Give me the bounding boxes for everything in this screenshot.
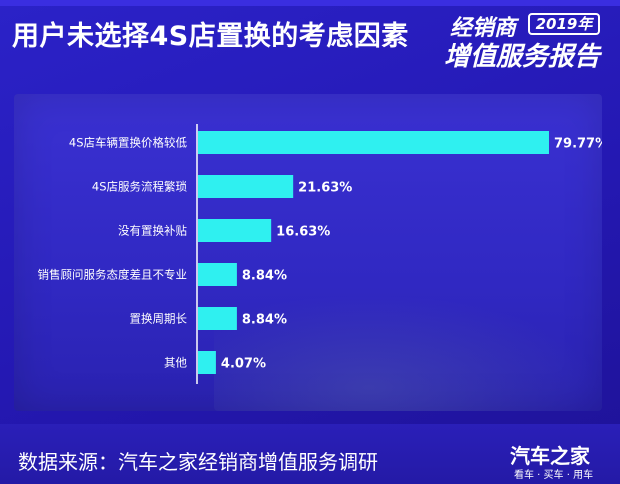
bar xyxy=(198,263,237,286)
bar xyxy=(198,219,272,242)
brand-tagline: 看车 · 买车 · 用车 xyxy=(514,470,594,481)
category-label: 其他 xyxy=(164,356,187,370)
value-label: 4.07% xyxy=(221,357,266,372)
logo-line-2: 增值服务报告 xyxy=(444,42,601,72)
value-label: 21.63% xyxy=(298,181,352,196)
bar xyxy=(198,131,549,154)
category-label: 4S店车辆置换价格较低 xyxy=(69,136,188,150)
value-label: 8.84% xyxy=(242,269,287,284)
bar xyxy=(198,351,216,374)
logo-year-badge: 2019年 xyxy=(528,13,600,35)
category-label: 4S店服务流程繁琐 xyxy=(92,180,188,194)
bar xyxy=(198,307,237,330)
footer-bar xyxy=(0,424,620,484)
bar-chart: 4S店车辆置换价格较低 79.77% 4S店服务流程繁琐 21.63% 没有置换补贴 16… xyxy=(38,124,602,384)
value-label: 16.63% xyxy=(276,225,330,240)
logo-line-1: 经销商 xyxy=(450,16,517,41)
background-car-image xyxy=(214,294,602,411)
report-logo: 经销商 2019年 增值服务报告 xyxy=(444,10,610,72)
category-label: 没有置换补贴 xyxy=(118,224,187,238)
category-label: 销售顾问服务态度差且不专业 xyxy=(38,268,188,282)
page-title: 用户未选择4S店置换的考虑因素 xyxy=(12,21,409,52)
top-stripe xyxy=(0,0,620,6)
bar xyxy=(198,175,294,198)
value-label: 8.84% xyxy=(242,313,287,328)
brand-logo-text: 汽车之家 xyxy=(510,444,590,468)
category-label: 置换周期长 xyxy=(130,312,188,326)
value-label: 79.77% xyxy=(554,137,602,152)
data-source-note: 数据来源：汽车之家经销商增值服务调研 xyxy=(18,450,378,474)
